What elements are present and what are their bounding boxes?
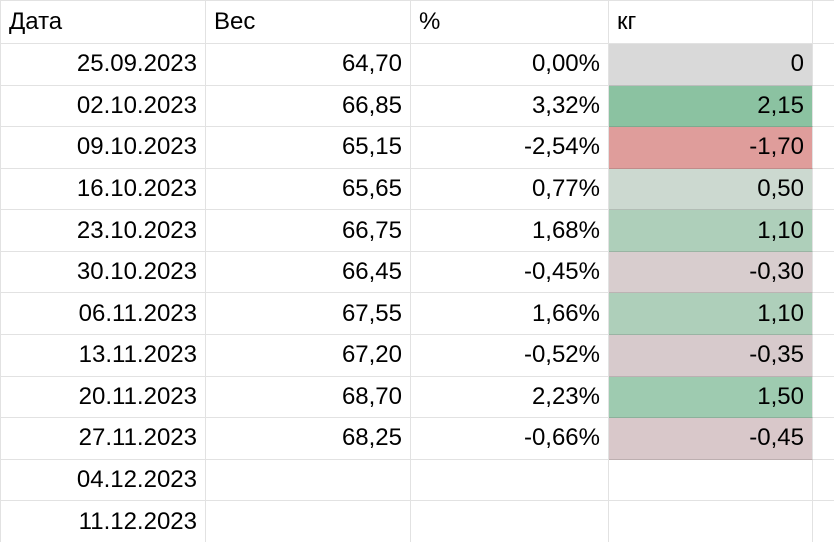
cell-kg[interactable]: 1,10 [609, 210, 813, 252]
cell-date[interactable]: 09.10.2023 [1, 127, 206, 169]
table-row: 20.11.2023 68,70 2,23% 1,50 [1, 376, 834, 419]
cell-percent[interactable]: -0,52% [411, 335, 609, 377]
cell-weight[interactable]: 67,20 [206, 335, 411, 377]
cell-weight[interactable]: 67,55 [206, 293, 411, 336]
cell-kg[interactable] [609, 501, 813, 542]
header-percent[interactable]: % [411, 1, 609, 44]
cell-percent[interactable]: 0,77% [411, 168, 609, 211]
cell-percent[interactable]: 1,68% [411, 210, 609, 252]
cell-date[interactable]: 13.11.2023 [1, 335, 206, 377]
cell-kg[interactable] [609, 459, 813, 502]
cell-extra[interactable] [813, 293, 834, 336]
cell-extra[interactable] [813, 127, 834, 169]
cell-percent[interactable]: -0,45% [411, 251, 609, 294]
cell-percent[interactable] [411, 501, 609, 542]
cell-kg[interactable]: 0 [609, 44, 813, 86]
cell-extra[interactable] [813, 251, 834, 294]
cell-weight[interactable]: 65,15 [206, 127, 411, 169]
cell-percent[interactable]: 0,00% [411, 44, 609, 86]
cell-weight[interactable] [206, 501, 411, 542]
table-row: 13.11.2023 67,20 -0,52% -0,35 [1, 335, 834, 377]
cell-kg[interactable]: 1,10 [609, 293, 813, 336]
cell-extra[interactable] [813, 85, 834, 128]
cell-date[interactable]: 20.11.2023 [1, 376, 206, 419]
cell-percent[interactable]: 3,32% [411, 85, 609, 128]
cell-kg[interactable]: -0,30 [609, 251, 813, 294]
cell-kg[interactable]: -0,45 [609, 418, 813, 460]
cell-weight[interactable]: 66,45 [206, 251, 411, 294]
table-row: 16.10.2023 65,65 0,77% 0,50 [1, 168, 834, 211]
cell-date[interactable]: 02.10.2023 [1, 85, 206, 128]
cell-kg[interactable]: -1,70 [609, 127, 813, 169]
cell-weight[interactable]: 65,65 [206, 168, 411, 211]
header-weight[interactable]: Вес [206, 1, 411, 44]
cell-weight[interactable]: 68,25 [206, 418, 411, 460]
cell-weight[interactable]: 68,70 [206, 376, 411, 419]
cell-date[interactable]: 25.09.2023 [1, 44, 206, 86]
cell-kg[interactable]: 2,15 [609, 85, 813, 128]
header-date[interactable]: Дата [1, 1, 206, 44]
table-body: 25.09.2023 64,70 0,00% 0 02.10.2023 66,85 3,32… [1, 44, 834, 542]
table-row: 30.10.2023 66,45 -0,45% -0,30 [1, 251, 834, 294]
cell-date[interactable]: 30.10.2023 [1, 251, 206, 294]
header-kg[interactable]: кг [609, 1, 813, 44]
table-row: 06.11.2023 67,55 1,66% 1,10 [1, 293, 834, 336]
cell-extra[interactable] [813, 418, 834, 460]
table-row: 11.12.2023 [1, 501, 834, 542]
cell-percent[interactable]: -0,66% [411, 418, 609, 460]
cell-extra[interactable] [813, 501, 834, 542]
cell-weight[interactable]: 66,75 [206, 210, 411, 252]
table-row: 09.10.2023 65,15 -2,54% -1,70 [1, 127, 834, 169]
table-row: 02.10.2023 66,85 3,32% 2,15 [1, 85, 834, 128]
table-row: 27.11.2023 68,25 -0,66% -0,45 [1, 418, 834, 460]
cell-date[interactable]: 06.11.2023 [1, 293, 206, 336]
cell-weight[interactable]: 66,85 [206, 85, 411, 128]
cell-date[interactable]: 27.11.2023 [1, 418, 206, 460]
cell-weight[interactable]: 64,70 [206, 44, 411, 86]
cell-date[interactable]: 23.10.2023 [1, 210, 206, 252]
cell-percent[interactable]: -2,54% [411, 127, 609, 169]
cell-percent[interactable]: 1,66% [411, 293, 609, 336]
cell-date[interactable]: 04.12.2023 [1, 459, 206, 502]
table-row: 04.12.2023 [1, 459, 834, 502]
cell-kg[interactable]: 0,50 [609, 168, 813, 211]
table-row: 23.10.2023 66,75 1,68% 1,10 [1, 210, 834, 252]
cell-weight[interactable] [206, 459, 411, 502]
cell-percent[interactable] [411, 459, 609, 502]
cell-extra[interactable] [813, 376, 834, 419]
cell-extra[interactable] [813, 459, 834, 502]
cell-extra[interactable] [813, 210, 834, 252]
cell-extra[interactable] [813, 168, 834, 211]
cell-date[interactable]: 11.12.2023 [1, 501, 206, 542]
table-row: 25.09.2023 64,70 0,00% 0 [1, 44, 834, 86]
header-row: Дата Вес % кг [1, 1, 834, 44]
cell-kg[interactable]: 1,50 [609, 376, 813, 419]
cell-extra[interactable] [813, 44, 834, 86]
cell-kg[interactable]: -0,35 [609, 335, 813, 377]
cell-date[interactable]: 16.10.2023 [1, 168, 206, 211]
cell-extra[interactable] [813, 335, 834, 377]
cell-percent[interactable]: 2,23% [411, 376, 609, 419]
header-extra[interactable] [813, 1, 834, 44]
